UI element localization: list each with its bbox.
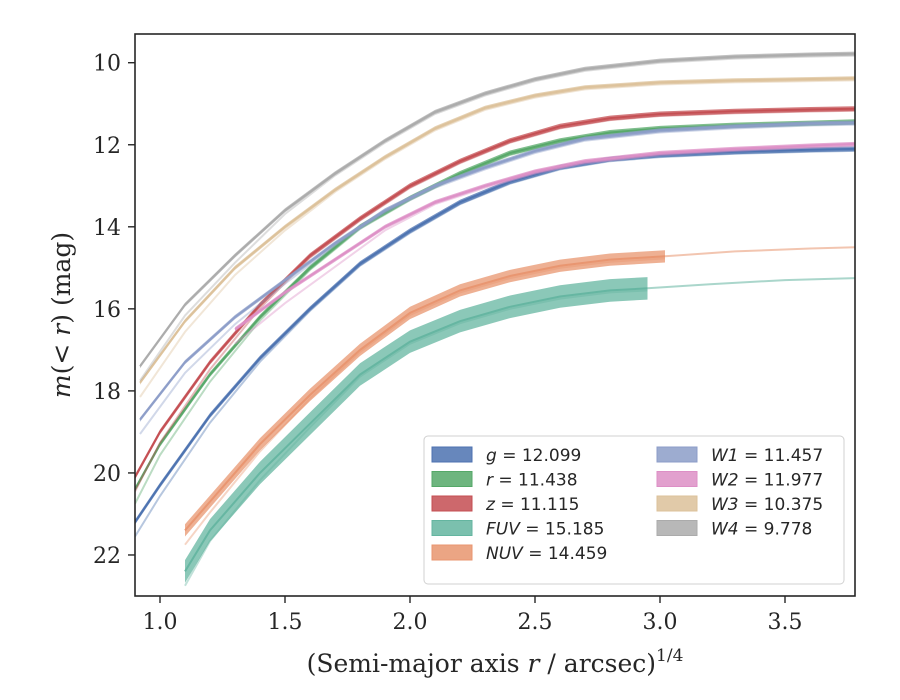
series-extension-nuv	[664, 246, 855, 258]
series-extension-fuv	[647, 277, 855, 290]
legend-label-z: z = 11.115	[485, 495, 579, 515]
series-line-w1	[139, 121, 855, 421]
series-layer	[135, 51, 855, 587]
legend-label-fuv: FUV = 15.185	[486, 520, 604, 540]
y-tick-label: 18	[93, 380, 121, 405]
series-model-w4	[139, 54, 855, 382]
legend-label-g: g = 12.099	[486, 446, 581, 466]
legend-swatch-z	[431, 495, 473, 512]
x-tick-label: 2.5	[518, 610, 553, 635]
series-line-fuv	[184, 287, 648, 572]
y-tick-label: 14	[93, 216, 121, 241]
legend: g = 12.099 r = 11.438 z = 11.115 FUV = 15.1…	[423, 435, 845, 585]
legend-label-nuv: NUV = 14.459	[486, 544, 607, 564]
series-line-w4	[139, 52, 855, 367]
legend-swatch-g	[431, 446, 473, 463]
series-line-w3	[139, 77, 855, 384]
series-model-w3	[139, 79, 855, 398]
y-tick-label: 20	[93, 462, 121, 487]
x-tick-label: 3.5	[768, 610, 803, 635]
series-line-nuv	[184, 255, 666, 532]
legend-swatch-fuv	[431, 520, 473, 536]
y-tick-label: 22	[93, 544, 121, 569]
legend-label-w1: W1 = 11.457	[711, 446, 823, 466]
legend-swatch-r	[431, 471, 473, 487]
series-model-w2	[234, 145, 855, 345]
legend-label-r: r = 11.438	[486, 471, 578, 491]
plot-frame	[134, 33, 856, 597]
y-tick-label: 10	[93, 52, 121, 77]
legend-box	[423, 435, 845, 585]
series-line-w2	[234, 142, 855, 331]
x-tick-label: 1.5	[268, 610, 303, 635]
series-model-fuv	[184, 289, 648, 587]
series-line-g	[135, 147, 855, 523]
legend-swatch-w4	[656, 520, 698, 536]
x-tick-label: 3.0	[643, 610, 678, 635]
series-line-z	[135, 107, 855, 478]
legend-swatch-w3	[656, 495, 698, 512]
x-axis-label: (Semi-major axis r / arcsec)1/4	[307, 646, 684, 678]
legend-label-w2: W2 = 11.977	[711, 471, 823, 491]
y-axis-ticks: 10 12 14 16 18 20 22	[93, 52, 135, 569]
y-axis-label: m(< r) (mag)	[47, 232, 76, 398]
legend-label-w4: W4 = 9.778	[711, 520, 812, 540]
series-band-w3	[140, 76, 855, 385]
x-tick-label: 1.0	[143, 610, 178, 635]
legend-label-w3: W3 = 10.375	[711, 495, 823, 515]
x-axis-ticks: 1.0 1.5 2.0 2.5 3.0 3.5	[143, 596, 803, 635]
legend-swatch-w1	[656, 446, 698, 463]
series-model-nuv	[184, 257, 666, 546]
series-model-z	[135, 109, 855, 492]
y-tick-label: 12	[93, 134, 121, 159]
series-model-g	[135, 149, 855, 538]
series-model-w1	[139, 123, 855, 435]
x-tick-label: 2.0	[393, 610, 428, 635]
legend-swatch-nuv	[431, 544, 473, 561]
legend-swatch-w2	[656, 471, 698, 487]
series-band-nuv	[185, 250, 665, 537]
y-tick-label: 16	[93, 298, 121, 323]
